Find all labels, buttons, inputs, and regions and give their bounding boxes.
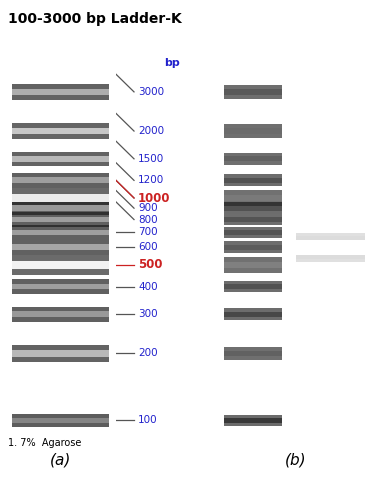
Bar <box>12 244 110 250</box>
Bar <box>224 194 282 202</box>
Bar <box>12 173 110 188</box>
Bar <box>12 418 110 423</box>
Text: 100: 100 <box>138 416 158 426</box>
Text: 2000: 2000 <box>138 126 164 136</box>
Text: 1500: 1500 <box>138 154 164 164</box>
Bar <box>296 240 365 254</box>
Bar <box>224 312 282 316</box>
Bar <box>12 350 110 356</box>
Bar <box>12 240 110 254</box>
Bar <box>12 178 110 184</box>
Bar <box>12 194 110 202</box>
Bar <box>224 230 282 235</box>
Text: 900: 900 <box>138 203 158 213</box>
Text: 1200: 1200 <box>138 176 164 186</box>
Bar <box>12 225 110 240</box>
Bar <box>224 418 282 422</box>
Bar <box>12 279 110 294</box>
Bar <box>296 236 365 259</box>
Bar <box>224 89 282 94</box>
Bar <box>12 152 110 166</box>
Bar <box>224 214 282 226</box>
Bar <box>224 242 282 254</box>
Bar <box>224 128 282 134</box>
Text: (b): (b) <box>285 452 307 468</box>
Bar <box>224 245 282 250</box>
Text: 400: 400 <box>138 282 158 292</box>
Bar <box>224 350 282 356</box>
Bar <box>296 232 365 262</box>
Bar <box>12 345 110 362</box>
Text: 100-3000 bp Ladder-K: 100-3000 bp Ladder-K <box>8 12 181 26</box>
Bar <box>224 190 282 206</box>
Text: 3000: 3000 <box>138 87 164 97</box>
Text: 1. 7%  Agarose: 1. 7% Agarose <box>8 438 81 448</box>
Bar <box>12 123 110 140</box>
Bar <box>12 212 110 227</box>
Bar <box>12 284 110 290</box>
Bar <box>224 226 282 238</box>
Bar <box>12 188 110 208</box>
Bar <box>224 178 282 183</box>
Text: 200: 200 <box>138 348 158 358</box>
Text: 500: 500 <box>138 258 163 272</box>
Bar <box>224 262 282 268</box>
Bar <box>224 174 282 186</box>
Bar <box>224 346 282 360</box>
Text: 700: 700 <box>138 228 158 237</box>
Bar <box>224 415 282 426</box>
Bar <box>12 414 110 427</box>
Text: (a): (a) <box>50 452 71 468</box>
Bar <box>12 206 110 211</box>
Text: 1000: 1000 <box>138 192 171 204</box>
Bar <box>224 202 282 214</box>
Bar <box>12 230 110 235</box>
Bar <box>224 284 282 289</box>
Bar <box>224 124 282 138</box>
Bar <box>12 156 110 162</box>
Bar <box>12 201 110 216</box>
Text: 300: 300 <box>138 310 158 320</box>
Bar <box>12 261 110 269</box>
Text: 800: 800 <box>138 214 158 224</box>
Bar <box>12 216 110 222</box>
Bar <box>12 84 110 100</box>
Bar <box>12 307 110 322</box>
Bar <box>224 217 282 222</box>
Bar <box>12 88 110 95</box>
Bar <box>224 308 282 320</box>
Bar <box>224 206 282 210</box>
Bar <box>224 156 282 161</box>
Bar <box>224 153 282 165</box>
Bar <box>12 312 110 317</box>
Bar <box>224 280 282 292</box>
Bar <box>12 128 110 134</box>
Text: 600: 600 <box>138 242 158 252</box>
Bar <box>224 85 282 98</box>
Bar <box>224 256 282 273</box>
Bar <box>12 255 110 275</box>
Text: bp: bp <box>164 58 180 68</box>
